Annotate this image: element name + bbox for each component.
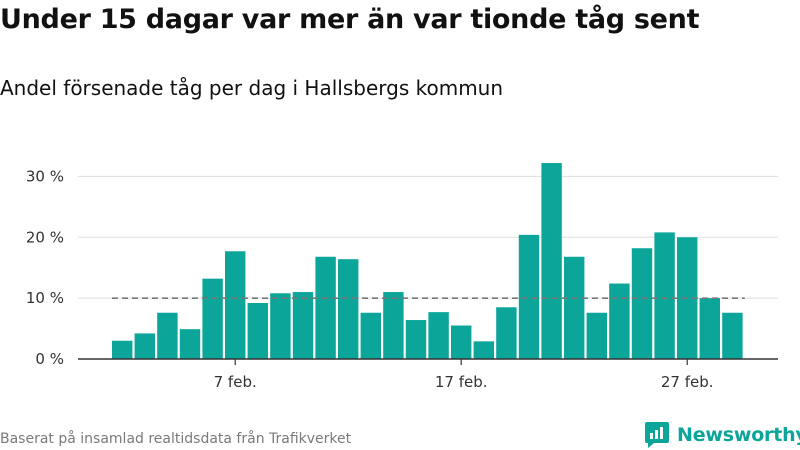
bar [202,278,223,359]
bar [179,329,201,359]
bar [654,232,675,359]
x-tick-label: 27 feb. [661,373,714,391]
brand-name: Newsworthy [677,424,800,446]
bar [496,307,517,359]
bar [292,292,314,359]
bar [157,312,178,359]
bar [541,163,562,359]
bar [699,298,720,359]
brand-logo[interactable]: Newsworthy [644,421,800,449]
bar [247,303,268,359]
chart-subtitle: Andel försenade tåg per dag i Hallsbergs… [0,76,504,100]
y-tick-label: 10 % [26,289,64,307]
bar [451,325,472,359]
newsworthy-logo-icon [645,422,669,448]
bar [722,312,743,359]
x-tick-label: 17 feb. [435,373,488,391]
bar [112,340,133,359]
x-tick-label: 7 feb. [214,373,257,391]
bar [315,256,336,359]
bar [134,333,155,359]
bar [360,312,381,359]
bars [112,163,743,359]
axes: 0 % 10 % 20 % 30 % 7 feb. 17 feb. 27 feb. [26,167,778,391]
bar [631,248,653,359]
y-tick-label: 30 % [26,167,64,185]
y-tick-label: 20 % [26,228,64,246]
chart-title: Under 15 dagar var mer än var tionde tåg… [0,4,700,35]
bar [428,312,449,359]
bar [564,256,585,359]
bar [518,234,540,359]
bar [383,292,404,359]
bar [270,293,291,359]
bar [225,251,246,359]
bar [473,341,494,359]
bar [609,283,630,359]
source-note: Baserat på insamlad realtidsdata från Tr… [0,431,352,447]
bar [338,259,359,359]
y-tick-label: 0 % [35,350,64,368]
bar [586,312,607,359]
bar [405,320,427,359]
